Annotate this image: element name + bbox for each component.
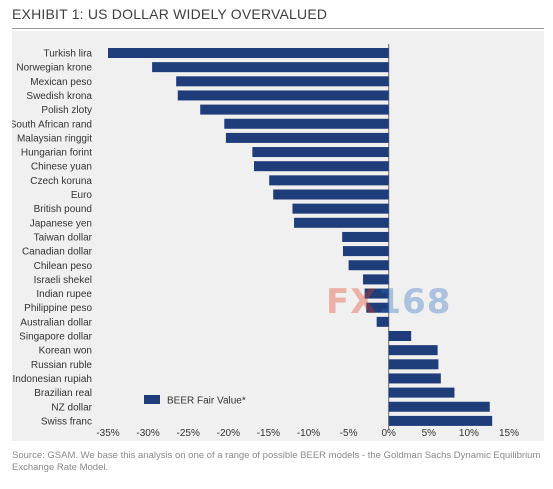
bar — [388, 359, 439, 370]
category-label: Brazilian real — [34, 388, 92, 399]
x-tick-label: 0% — [381, 428, 396, 439]
x-tick-label: -5% — [340, 428, 358, 439]
x-tick-label: 5% — [422, 428, 437, 439]
x-tick-label: 10% — [459, 428, 479, 439]
bar — [294, 217, 389, 228]
bar — [366, 302, 389, 313]
bar — [269, 175, 389, 186]
bar — [342, 231, 389, 242]
category-label: Singapore dollar — [19, 332, 92, 343]
category-label: South African rand — [12, 119, 92, 130]
x-tick-label: -15% — [257, 428, 280, 439]
x-tick-label: -10% — [297, 428, 320, 439]
category-label: Philippine peso — [24, 303, 92, 314]
x-tick-label: 15% — [499, 428, 519, 439]
bar — [363, 274, 389, 285]
bar — [388, 331, 412, 341]
bar — [364, 288, 389, 299]
bar — [200, 104, 389, 115]
bar — [342, 246, 389, 257]
category-label: Indonesian rupiah — [12, 374, 92, 385]
legend-swatch — [144, 395, 160, 404]
bar — [273, 189, 389, 200]
category-label: Indian rupee — [36, 289, 92, 300]
category-label: Polish zloty — [41, 105, 92, 116]
x-tick-label: -25% — [177, 428, 200, 439]
bar — [252, 147, 389, 158]
bar — [376, 316, 389, 327]
x-tick-label: -35% — [96, 428, 119, 439]
category-label: Chinese yuan — [31, 162, 92, 173]
bar — [388, 415, 493, 426]
category-label: Taiwan dollar — [34, 232, 93, 243]
category-label: Canadian dollar — [22, 247, 93, 258]
bar — [388, 373, 441, 384]
title-rule — [12, 28, 544, 29]
bar — [108, 48, 389, 58]
category-label: Norwegian krone — [16, 63, 92, 74]
watermark-logo: FX168 — [326, 282, 451, 322]
bar — [225, 132, 389, 143]
bar — [224, 118, 389, 129]
category-label: Israeli shekel — [34, 275, 92, 286]
category-label: Japanese yen — [30, 218, 92, 229]
bar — [152, 62, 389, 73]
category-label: Euro — [71, 190, 93, 201]
legend-label: BEER Fair Value* — [167, 396, 246, 407]
category-label: British pound — [34, 204, 92, 215]
category-label: Hungarian forint — [21, 148, 92, 159]
chart-title: EXHIBIT 1: US DOLLAR WIDELY OVERVALUED — [12, 6, 328, 22]
bar — [292, 203, 389, 214]
bar — [388, 345, 438, 356]
bar — [177, 90, 389, 101]
category-label: Swiss franc — [41, 416, 92, 427]
category-label: Russian ruble — [31, 360, 93, 371]
category-label: Turkish lira — [43, 49, 92, 60]
bar — [176, 76, 389, 87]
bar-chart: Turkish lira Norwegian krone Mexican peso S… — [12, 44, 519, 439]
x-tick-label: -30% — [136, 428, 159, 439]
category-label: Malaysian ringgit — [17, 133, 92, 144]
category-label: Chilean peso — [34, 261, 93, 272]
bar — [348, 260, 389, 271]
watermark-number: 168 — [377, 282, 452, 322]
category-label: Mexican peso — [30, 77, 92, 88]
bar — [388, 401, 490, 412]
bar — [253, 161, 389, 172]
category-label: Korean won — [39, 346, 92, 357]
x-tick-label: -20% — [217, 428, 240, 439]
category-label: Swedish krona — [26, 91, 92, 102]
watermark-fx: FX — [326, 282, 378, 322]
source-note: Source: GSAM. We base this analysis on o… — [12, 450, 541, 473]
category-label: Czech koruna — [30, 176, 92, 187]
category-label: Australian dollar — [20, 317, 92, 328]
category-label: NZ dollar — [51, 402, 92, 413]
bar — [388, 387, 455, 398]
